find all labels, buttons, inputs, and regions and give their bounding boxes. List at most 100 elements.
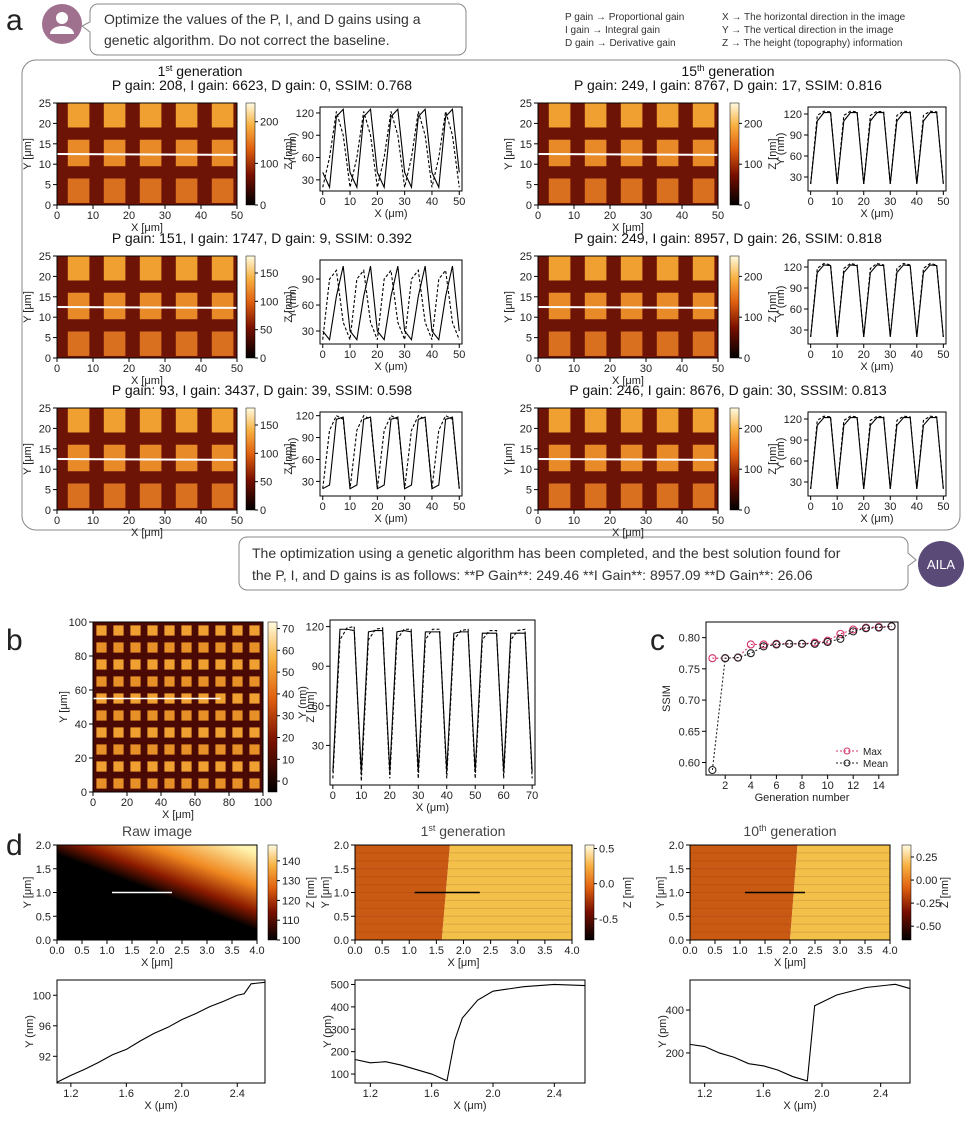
image-feature bbox=[175, 139, 198, 167]
y-tick-label: 500 bbox=[331, 979, 349, 991]
point bbox=[887, 622, 896, 631]
chart-title: P gain: 249, I gain: 8767, D gain: 17, S… bbox=[574, 77, 882, 93]
heading-number: 15 bbox=[681, 63, 697, 79]
y-tick-label: 10 bbox=[520, 159, 532, 171]
x-tick-label: 0 bbox=[54, 210, 60, 222]
x-axis-label: X (μm) bbox=[860, 361, 893, 373]
user-avatar-body bbox=[50, 26, 74, 34]
x-tick-label: 30 bbox=[412, 790, 424, 802]
y-tick-label: 20 bbox=[520, 271, 532, 283]
chart-title: 10th generation bbox=[743, 823, 836, 839]
x-tick-label: 1.0 bbox=[402, 945, 417, 957]
image-feature bbox=[147, 659, 158, 670]
y-tick-label: 1.5 bbox=[669, 864, 684, 876]
point bbox=[733, 653, 743, 662]
y-tick-label: 0.80 bbox=[679, 633, 700, 645]
x-axis-label: X [μm] bbox=[612, 527, 644, 539]
image-feature bbox=[232, 676, 243, 687]
image-feature bbox=[584, 292, 607, 320]
y-tick-label: 0.0 bbox=[36, 935, 51, 947]
image-feature bbox=[130, 642, 141, 653]
series-line bbox=[354, 983, 586, 1082]
y-tick-label: 80 bbox=[75, 651, 87, 663]
y-tick-label: 1.5 bbox=[36, 864, 51, 876]
colorbar-tick-label: 30 bbox=[282, 711, 294, 723]
image-feature bbox=[584, 331, 607, 356]
x-tick-label: 0 bbox=[535, 515, 541, 527]
colorbar-label: Z [nm] bbox=[305, 877, 317, 908]
image-feature bbox=[548, 256, 571, 281]
x-tick-label: 20 bbox=[121, 797, 133, 809]
y-tick-label: 1.0 bbox=[334, 888, 349, 900]
x-tick-label: 10 bbox=[568, 515, 580, 527]
colorbar bbox=[729, 102, 740, 206]
image-feature bbox=[164, 676, 175, 687]
colorbar-label: Z [nm] bbox=[622, 877, 634, 908]
colorbar-tick-label: 0 bbox=[744, 353, 750, 365]
x-tick-label: 1.2 bbox=[363, 1088, 378, 1100]
image-feature bbox=[103, 483, 126, 508]
x-tick-label: 30 bbox=[159, 210, 171, 222]
x-axis-label: X (μm) bbox=[416, 802, 449, 814]
image-feature bbox=[656, 483, 679, 508]
x-tick-label: 80 bbox=[223, 797, 235, 809]
image-feature bbox=[584, 139, 607, 167]
image-feature bbox=[215, 676, 226, 687]
x-tick-label: 1.6 bbox=[424, 1088, 439, 1100]
image-feature bbox=[249, 642, 260, 653]
y-tick-label: 92 bbox=[39, 1051, 51, 1063]
panel-label: d bbox=[6, 829, 23, 862]
image-feature bbox=[175, 178, 198, 203]
series-line bbox=[322, 111, 460, 188]
y-tick-label: 90 bbox=[790, 130, 802, 142]
x-tick-label: 50 bbox=[231, 363, 243, 375]
x-tick-label: 50 bbox=[937, 196, 949, 208]
panel-label: b bbox=[6, 624, 23, 657]
y-tick-label: 20 bbox=[520, 423, 532, 435]
y-axis-label: Y [μm] bbox=[22, 291, 34, 323]
image-feature bbox=[96, 659, 107, 670]
image-feature bbox=[232, 642, 243, 653]
x-axis-label: X (μm) bbox=[453, 1100, 486, 1112]
colorbar-tick-label: 200 bbox=[260, 117, 278, 129]
image-region bbox=[441, 845, 572, 940]
image-feature bbox=[584, 483, 607, 508]
x-tick-label: 30 bbox=[884, 349, 896, 361]
x-tick-label: 40 bbox=[676, 515, 688, 527]
x-tick-label: 50 bbox=[231, 515, 243, 527]
y-tick-label: 25 bbox=[39, 403, 51, 415]
image-feature bbox=[232, 727, 243, 738]
y-axis-label: Y [μm] bbox=[320, 877, 332, 909]
image-feature bbox=[211, 444, 234, 472]
y-tick-label: 5 bbox=[45, 485, 51, 497]
image-feature bbox=[198, 676, 209, 687]
x-tick-label: 20 bbox=[604, 515, 616, 527]
point bbox=[836, 634, 845, 643]
image-feature bbox=[548, 483, 571, 508]
x-tick-label: 2.4 bbox=[230, 1088, 245, 1100]
image-feature bbox=[620, 444, 643, 472]
colorbar-tick-label: 0 bbox=[260, 505, 266, 517]
y-tick-label: 20 bbox=[39, 118, 51, 130]
x-tick-label: 70 bbox=[526, 790, 538, 802]
point bbox=[759, 642, 768, 651]
image-feature bbox=[175, 444, 198, 472]
x-tick-label: 4.0 bbox=[564, 945, 579, 957]
y-tick-label: 25 bbox=[520, 403, 532, 415]
plot-frame bbox=[56, 979, 266, 1084]
image-feature bbox=[181, 761, 192, 772]
image-feature bbox=[175, 331, 198, 356]
x-axis-label: X [μm] bbox=[774, 957, 806, 969]
y-tick-label: 60 bbox=[302, 153, 314, 165]
x-tick-label: 2.5 bbox=[807, 945, 822, 957]
image-feature bbox=[692, 256, 715, 281]
colorbar-label: Z [nm] bbox=[283, 138, 295, 169]
x-tick-label: 2.0 bbox=[174, 1088, 189, 1100]
image-feature bbox=[139, 139, 162, 167]
x-tick-label: 50 bbox=[712, 363, 724, 375]
x-tick-label: 0 bbox=[320, 501, 326, 513]
image-feature bbox=[147, 761, 158, 772]
image-feature bbox=[147, 710, 158, 721]
x-tick-label: 3.5 bbox=[537, 945, 552, 957]
image-feature bbox=[139, 331, 162, 356]
